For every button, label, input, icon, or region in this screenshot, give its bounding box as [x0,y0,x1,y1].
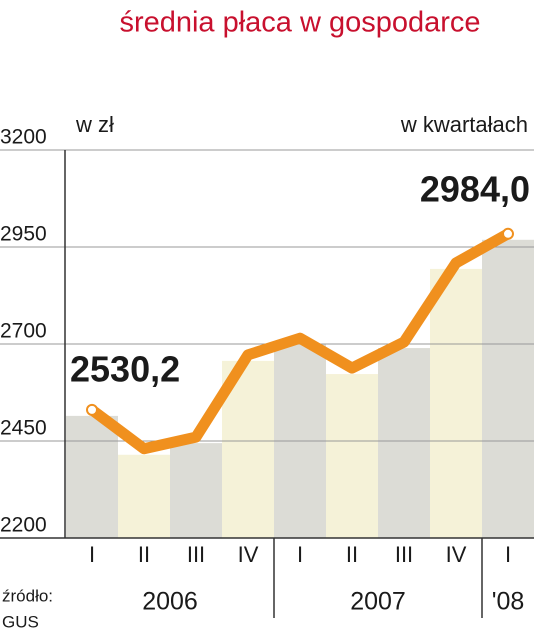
x-tick-label: III [395,542,413,567]
column [482,239,534,539]
column [326,374,378,538]
end-marker [502,227,514,240]
line [86,228,514,455]
value-label: 2530,2 [70,348,180,389]
y-unit: w zł [75,112,114,137]
y-tick-label: 2200 [0,514,47,537]
y-tick-label: 3200 [0,126,47,149]
x-tick-label: II [346,542,358,567]
end-marker [86,403,98,416]
column [430,268,482,538]
column [66,415,118,538]
chart-title: średnia płaca w gospodarce [119,7,480,39]
x-tick-label: I [297,542,303,567]
x-tick-label: IV [446,542,467,567]
group-label: 2007 [350,588,406,616]
column [378,348,430,538]
column [118,454,170,538]
y-tick-label: 2700 [0,320,47,343]
group-label: '08 [492,588,525,616]
source: źródło: [2,586,53,605]
x-tick-label: I [505,542,511,567]
y-tick-label: 2450 [0,417,47,440]
value-label: 2984,0 [420,168,530,209]
column [170,443,222,538]
x-tick-label: III [187,542,205,567]
x-tick-label: I [89,542,95,567]
y-tick-label: 2950 [0,223,47,246]
x-unit: w kwartałach [400,112,528,137]
x-tick-label: IV [238,542,259,567]
source: GUS [2,612,39,631]
x-tick-label: II [138,542,150,567]
group-label: 2006 [142,588,198,616]
